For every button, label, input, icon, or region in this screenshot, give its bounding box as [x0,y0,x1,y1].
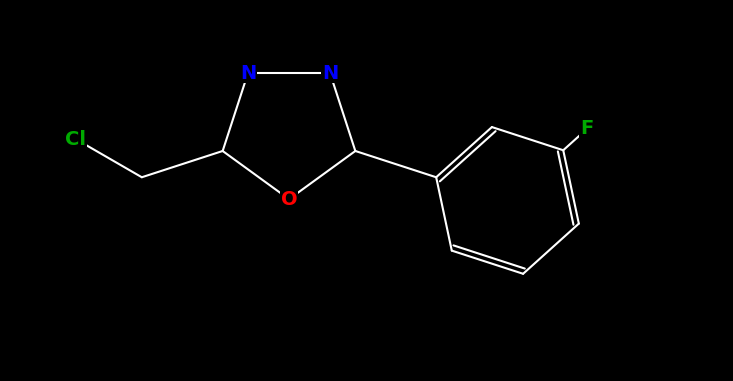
Text: F: F [581,119,594,138]
Text: N: N [322,64,338,83]
Text: Cl: Cl [65,130,86,149]
Text: N: N [240,64,256,83]
Text: O: O [281,190,298,209]
